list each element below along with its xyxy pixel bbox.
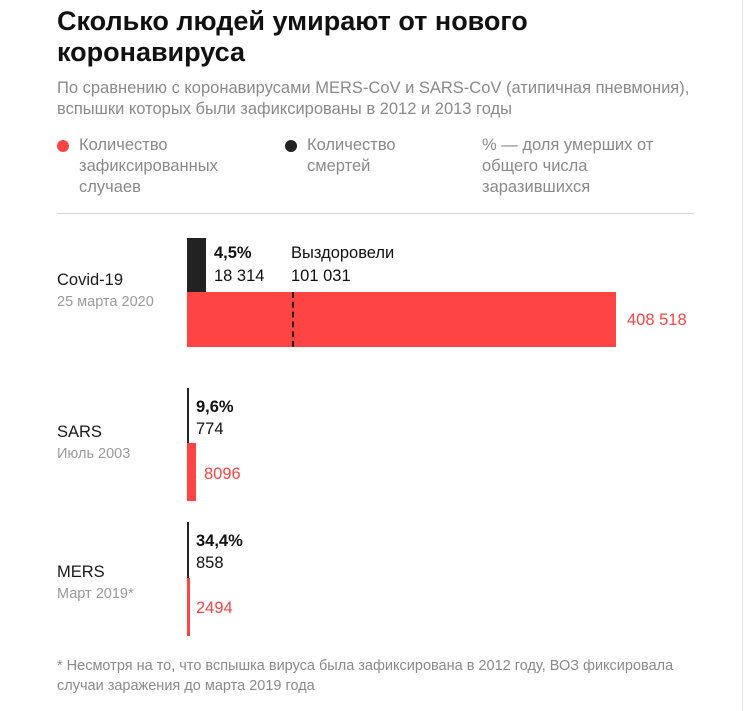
cases-value-mers: 2494 (196, 599, 233, 617)
deaths-value-mers: 858 (196, 554, 224, 572)
legend-deaths-label: Количество смертей (307, 136, 396, 175)
chart-title: Сколько людей умирают от нового коронави… (57, 6, 528, 67)
deaths-value-sars: 774 (196, 420, 224, 438)
legend-cases-swatch (57, 140, 69, 152)
row-label-mers: MERS (57, 563, 105, 581)
chart-subtitle: По сравнению с коронавирусами MERS-CoV и… (57, 79, 690, 118)
bar-cases-covid (187, 292, 616, 347)
row-date-mers: Март 2019* (57, 586, 134, 602)
row-label-covid: Covid-19 (57, 271, 124, 289)
row-date-covid: 25 марта 2020 (57, 294, 154, 310)
recovered-value: 101 031 (291, 267, 351, 285)
death-rate-covid: 4,5% (214, 244, 252, 262)
divider (57, 213, 694, 214)
bar-cases-sars (187, 443, 196, 501)
bar-deaths-mers (187, 522, 189, 578)
row-label-sars: SARS (57, 423, 102, 441)
death-rate-sars: 9,6% (196, 398, 234, 416)
legend-cases-label: Количество зафиксированных случаев (79, 136, 218, 196)
legend-deaths-swatch (285, 140, 297, 152)
bar-cases-mers (187, 578, 190, 636)
death-rate-mers: 34,4% (196, 532, 243, 550)
row-date-sars: Июль 2003 (57, 446, 131, 462)
bar-deaths-sars (187, 388, 189, 443)
cases-value-covid: 408 518 (627, 311, 687, 329)
recovered-label: Выздоровели (291, 244, 395, 262)
legend-percent-label: % — доля умерших от общего числа заразив… (482, 136, 654, 196)
bar-deaths-covid (187, 238, 206, 292)
deaths-value-covid: 18 314 (214, 267, 265, 285)
footnote: * Несмотря на то, что вспышка вируса был… (57, 658, 674, 694)
page-edge (742, 0, 743, 711)
cases-value-sars: 8096 (204, 465, 241, 483)
recovered-marker-line (292, 292, 294, 347)
